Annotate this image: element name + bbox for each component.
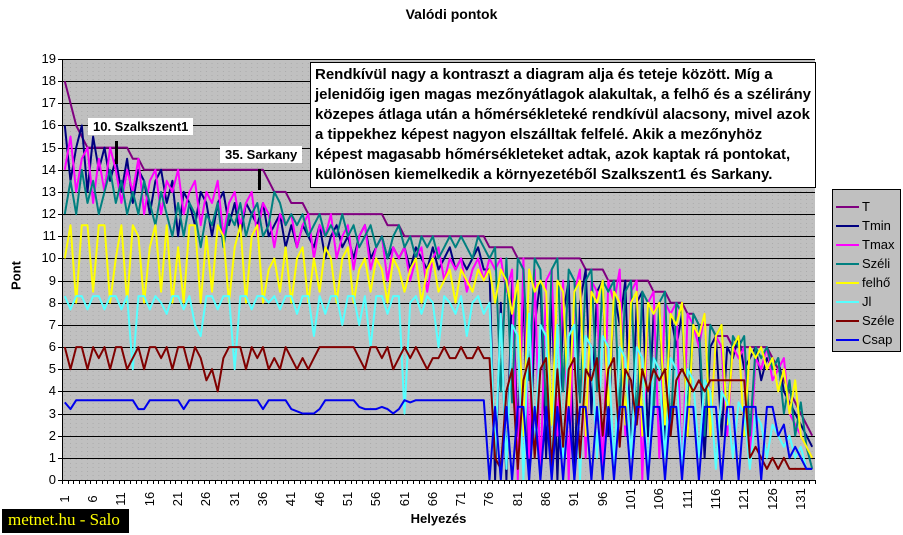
legend-swatch (836, 300, 859, 303)
legend-swatch (836, 338, 859, 341)
legend-label: Széli (862, 256, 891, 271)
y-tick-label: 3 (48, 405, 56, 421)
x-tick-label: 126 (764, 488, 780, 510)
chart-title: Valódi pontok (405, 6, 498, 22)
callout-pointer-1 (115, 141, 118, 164)
legend-label: felhő (862, 275, 891, 290)
x-tick-label: 66 (424, 491, 440, 507)
x-tick-label: 86 (538, 491, 554, 507)
y-tick-label: 18 (41, 73, 56, 89)
watermark-badge: metnet.hu - Salo (2, 509, 129, 533)
legend-item: Jl (833, 292, 900, 311)
x-axis-title: Helyezés (410, 511, 467, 526)
x-tick-label: 106 (651, 488, 667, 510)
legend-swatch (836, 224, 859, 227)
x-tick-label: 101 (622, 488, 638, 510)
y-tick-label: 10 (41, 250, 56, 266)
y-tick-label: 4 (48, 383, 56, 399)
x-tick-label: 116 (707, 488, 723, 510)
y-tick-label: 2 (48, 427, 56, 443)
legend-swatch (836, 205, 859, 208)
legend-item: Tmax (833, 235, 900, 254)
y-tick-label: 6 (48, 339, 56, 355)
x-tick-label: 26 (198, 491, 214, 507)
x-tick-label: 36 (254, 491, 270, 507)
x-tick-label: 46 (311, 491, 327, 507)
legend-item: Csap (833, 330, 900, 349)
callout-sarkany: 35. Sarkany (220, 146, 303, 163)
legend-label: Széle (862, 313, 895, 328)
y-tick-label: 5 (48, 361, 56, 377)
x-tick-label: 121 (736, 488, 752, 510)
legend-label: Tmin (862, 218, 891, 233)
x-tick-label: 61 (396, 491, 412, 507)
callout-szalkszent1: 10. Szalkszent1 (88, 118, 194, 135)
y-tick-label: 14 (41, 161, 56, 177)
legend-label: Jl (862, 294, 872, 309)
legend-swatch (836, 319, 859, 322)
legend-item: Tmin (833, 216, 900, 235)
y-tick-label: 12 (41, 206, 56, 222)
legend-item: Széli (833, 254, 900, 273)
y-tick-label: 17 (41, 95, 56, 111)
legend-item: felhő (833, 273, 900, 292)
x-tick-label: 51 (339, 491, 355, 507)
x-tick-label: 21 (170, 491, 186, 507)
y-tick-label: 13 (41, 183, 56, 199)
x-tick-label: 31 (226, 491, 242, 507)
y-tick-label: 7 (48, 316, 56, 332)
x-tick-label: 41 (283, 491, 299, 507)
x-tick-label: 111 (679, 489, 695, 509)
legend-label: Csap (862, 332, 893, 347)
y-tick-label: 15 (41, 139, 56, 155)
x-tick-label: 76 (481, 491, 497, 507)
legend-item: Széle (833, 311, 900, 330)
legend-swatch (836, 243, 859, 246)
x-tick-label: 91 (566, 491, 582, 507)
y-tick-label: 11 (42, 228, 57, 244)
x-tick-label: 71 (453, 491, 469, 507)
y-tick-label: 19 (41, 51, 56, 66)
y-tick-label: 9 (48, 272, 56, 288)
y-tick-label: 0 (48, 472, 56, 487)
y-tick-label: 8 (48, 294, 56, 310)
legend-swatch (836, 262, 859, 265)
x-tick-label: 81 (509, 491, 525, 507)
annotation-box: Rendkívül nagy a kontraszt a diagram alj… (310, 62, 816, 188)
x-tick-label: 16 (141, 491, 157, 507)
y-tick-label: 16 (41, 117, 56, 133)
legend-label: T (862, 199, 870, 214)
legend: T Tmin Tmax Széli felhő Jl Széle Csap (832, 189, 901, 352)
x-tick-label: 96 (594, 491, 610, 507)
x-tick-label: 56 (368, 491, 384, 507)
legend-swatch (836, 281, 859, 284)
legend-item: T (833, 197, 900, 216)
y-tick-label: 1 (48, 449, 56, 465)
callout-pointer-2 (258, 169, 261, 190)
legend-label: Tmax (862, 237, 895, 252)
x-tick-label: 131 (792, 488, 808, 510)
